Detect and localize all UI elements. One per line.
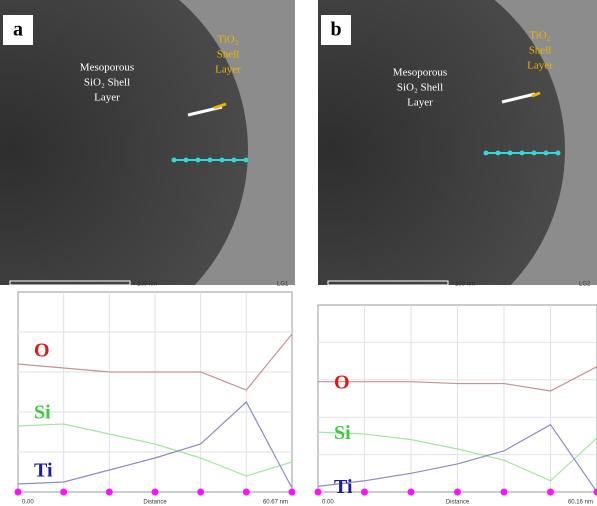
scale-bar-label: 100 nm bbox=[455, 282, 475, 288]
sample-dot bbox=[14, 488, 22, 496]
sample-dot bbox=[314, 488, 322, 496]
silica-label: SiO₂ Shell bbox=[84, 77, 130, 89]
x-label-end: 60.16 nm bbox=[568, 500, 593, 506]
element-label: Ti bbox=[334, 476, 353, 498]
titania-label: Layer bbox=[215, 64, 241, 76]
element-line bbox=[17, 401, 293, 489]
scan-point bbox=[243, 157, 249, 163]
silica-marker bbox=[501, 92, 536, 104]
sample-dot bbox=[197, 488, 205, 496]
silica-label: Layer bbox=[94, 92, 120, 104]
titania-label: Shell bbox=[529, 45, 552, 57]
scan-point bbox=[207, 157, 213, 163]
titania-marker bbox=[531, 91, 541, 98]
scan-point bbox=[483, 150, 489, 156]
element-label: Si bbox=[34, 402, 51, 424]
x-label-mid: Distance bbox=[143, 500, 167, 506]
scale-bar-label: 100 nm bbox=[137, 282, 157, 288]
panel-label: b bbox=[330, 19, 341, 41]
scan-point bbox=[543, 150, 549, 156]
element-label: Ti bbox=[34, 460, 53, 482]
titania-label: Shell bbox=[217, 49, 240, 61]
element-label: Si bbox=[334, 422, 351, 444]
x-label-start: 0.00 bbox=[22, 500, 34, 506]
element-line bbox=[17, 423, 293, 477]
sample-dot bbox=[593, 488, 597, 496]
silica-label: SiO₂ Shell bbox=[397, 82, 443, 94]
x-label-end: 60.67 nm bbox=[263, 500, 288, 506]
label-box bbox=[3, 15, 33, 45]
titania-label: Layer bbox=[527, 60, 553, 72]
sample-dot bbox=[454, 488, 461, 496]
sample-dot bbox=[547, 488, 554, 496]
sample-dot bbox=[407, 488, 415, 496]
scale-bar bbox=[327, 280, 449, 286]
titania-label: TiO₂ bbox=[529, 30, 550, 42]
x-label-start: 0.00 bbox=[322, 500, 334, 506]
label-box bbox=[321, 15, 351, 45]
scan-point bbox=[519, 150, 525, 156]
element-line bbox=[317, 431, 597, 482]
particle bbox=[0, 0, 248, 285]
element-line bbox=[317, 423, 597, 493]
element-label: O bbox=[334, 371, 350, 393]
scan-point bbox=[171, 157, 177, 163]
panel-label: a bbox=[13, 19, 23, 41]
scale-bar bbox=[9, 280, 131, 286]
scan-point bbox=[219, 157, 225, 163]
sample-dot bbox=[60, 488, 68, 496]
sample-dot bbox=[242, 488, 250, 496]
scan-point bbox=[507, 150, 513, 156]
titania-marker bbox=[213, 102, 227, 110]
sample-dot bbox=[105, 488, 113, 496]
sample-dot bbox=[288, 488, 296, 496]
element-label: O bbox=[34, 340, 50, 362]
scan-point bbox=[531, 150, 537, 156]
particle bbox=[318, 0, 565, 285]
image-code: LG2 bbox=[579, 282, 591, 288]
sample-dot bbox=[151, 488, 159, 496]
element-line bbox=[17, 333, 293, 391]
x-label-mid: Distance bbox=[446, 500, 470, 506]
image-code: LG1 bbox=[277, 282, 289, 288]
scan-point bbox=[183, 157, 189, 163]
scan-point bbox=[231, 157, 237, 163]
silica-label: Layer bbox=[407, 97, 433, 109]
scan-point bbox=[195, 157, 201, 163]
silica-label: Mesoporous bbox=[80, 62, 134, 74]
sample-dot bbox=[361, 488, 368, 496]
titania-label: TiO₂ bbox=[217, 34, 238, 46]
scan-point bbox=[555, 150, 561, 156]
sample-dot bbox=[500, 488, 508, 496]
element-line bbox=[318, 366, 597, 392]
scan-point bbox=[495, 150, 501, 156]
silica-label: Mesoporous bbox=[393, 67, 447, 79]
